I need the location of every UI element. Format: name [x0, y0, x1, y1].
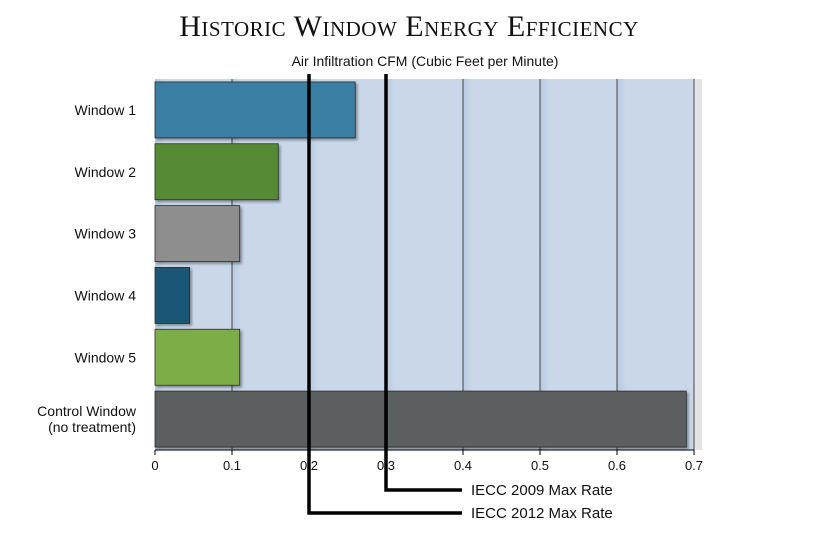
- x-tick-label: 0.5: [531, 458, 549, 473]
- reference-line-label: IECC 2009 Max Rate: [471, 482, 613, 499]
- bars: [154, 81, 687, 448]
- category-label: Window 5: [75, 349, 137, 365]
- category-label-line: Window 1: [75, 102, 137, 118]
- x-tick-label: 0: [151, 458, 158, 473]
- x-tick-label: 0.4: [454, 458, 472, 473]
- category-label: Window 3: [75, 226, 137, 242]
- bar: [154, 390, 687, 448]
- category-labels: Window 1 Window 2 Window 3 Window 4 Window 5…: [37, 102, 137, 435]
- bar: [154, 205, 241, 262]
- x-axis: 0 0.1 0.2 0.3 0.4 0.5 0.6 0.7: [151, 449, 703, 473]
- category-label-line: Window 3: [75, 226, 137, 242]
- category-label-line: Control Window: [37, 403, 137, 419]
- grid-band: [386, 79, 463, 450]
- category-label: Window 1: [75, 102, 137, 118]
- chart-title: Historic Window Energy Efficiency: [179, 10, 639, 43]
- chart-subtitle: Air Infiltration CFM (Cubic Feet per Min…: [291, 53, 559, 69]
- category-label-line: (no treatment): [48, 419, 136, 435]
- bar: [154, 143, 279, 201]
- plot-edge-shadow: [694, 79, 702, 450]
- x-tick-label: 0.7: [685, 458, 703, 473]
- category-label-line: Window 2: [75, 164, 137, 180]
- x-tick-label: 0.6: [608, 458, 626, 473]
- bar: [154, 81, 356, 139]
- plot-area: [155, 79, 702, 450]
- x-tick-label: 0.1: [223, 458, 241, 473]
- category-label: Window 2: [75, 164, 137, 180]
- category-label-line: Window 5: [75, 349, 137, 365]
- category-label: Control Window (no treatment): [37, 403, 137, 435]
- category-label-line: Window 4: [75, 287, 137, 303]
- category-label: Window 4: [75, 287, 137, 303]
- bar: [154, 267, 191, 324]
- reference-line: [384, 74, 462, 492]
- grid-band: [617, 79, 694, 450]
- grid-band: [309, 79, 386, 450]
- grid-band: [155, 79, 232, 450]
- grid-band: [232, 79, 309, 450]
- grid-band: [540, 79, 617, 450]
- grid-band: [463, 79, 540, 450]
- reference-line: [307, 74, 462, 515]
- bar: [154, 328, 241, 386]
- reference-line-label: IECC 2012 Max Rate: [471, 505, 613, 522]
- reference-lines: IECC 2009 Max Rate IECC 2012 Max Rate: [307, 74, 613, 522]
